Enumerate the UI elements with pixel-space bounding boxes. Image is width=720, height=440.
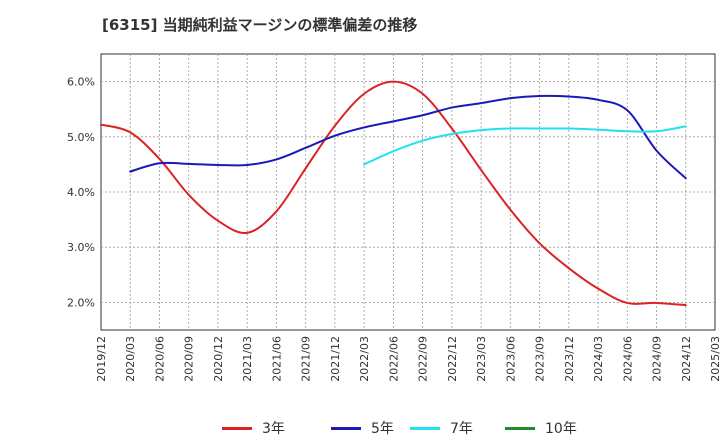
x-tick-label: 2024/03 [592, 336, 605, 382]
y-tick-label: 3.0% [67, 241, 95, 254]
legend-item: 3年 [222, 418, 285, 438]
x-tick-label: 2022/06 [387, 336, 400, 382]
x-tick-label: 2021/12 [329, 336, 342, 382]
legend-swatch [410, 426, 440, 430]
x-tick-label: 2023/12 [563, 336, 576, 382]
x-tick-label: 2019/12 [95, 336, 108, 382]
x-tick-label: 2025/03 [709, 336, 720, 382]
x-tick-label: 2021/03 [241, 336, 254, 382]
legend-item: 5年 [331, 418, 394, 438]
legend-item: 7年 [410, 418, 473, 438]
x-tick-label: 2023/09 [534, 336, 547, 382]
x-tick-label: 2024/06 [621, 336, 634, 382]
legend-swatch [505, 426, 535, 430]
series-line-3 [363, 125, 687, 166]
x-tick-label: 2021/09 [300, 336, 313, 382]
legend-label: 10年 [545, 421, 577, 437]
series-line-2 [129, 94, 687, 180]
legend-swatch [222, 426, 252, 430]
legend-label: 7年 [450, 421, 473, 437]
legend-label: 3年 [262, 421, 285, 437]
x-tick-label: 2024/09 [651, 336, 664, 382]
legend-item: 10年 [505, 418, 577, 438]
x-tick-label: 2022/09 [417, 336, 430, 382]
y-tick-label: 6.0% [67, 76, 95, 89]
y-tick-label: 2.0% [67, 296, 95, 309]
x-tick-label: 2020/03 [124, 336, 137, 382]
x-tick-label: 2023/03 [475, 336, 488, 382]
legend-label: 5年 [371, 421, 394, 437]
page-title: [6315] 当期純利益マージンの標準偏差の推移 [102, 16, 418, 34]
x-tick-label: 2020/06 [153, 336, 166, 382]
x-tick-label: 2021/06 [270, 336, 283, 382]
y-tick-label: 4.0% [67, 186, 95, 199]
y-tick-label: 5.0% [67, 131, 95, 144]
x-tick-label: 2023/06 [504, 336, 517, 382]
x-tick-label: 2022/03 [358, 336, 371, 382]
x-tick-label: 2020/09 [183, 336, 196, 382]
x-tick-label: 2022/12 [446, 336, 459, 382]
series-line-1 [100, 80, 687, 307]
plot-frame [100, 53, 716, 331]
x-tick-label: 2024/12 [680, 336, 693, 382]
x-tick-label: 2020/12 [212, 336, 225, 382]
legend-swatch [331, 426, 361, 430]
